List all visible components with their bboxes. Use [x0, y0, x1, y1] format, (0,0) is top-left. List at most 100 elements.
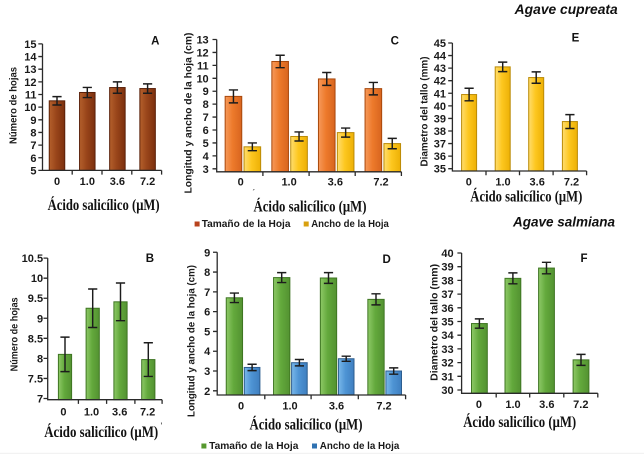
- svg-text:2: 2: [204, 386, 210, 398]
- svg-text:1.0: 1.0: [84, 407, 99, 419]
- svg-text:Número de hojas: Número de hojas: [9, 297, 21, 371]
- svg-text:7: 7: [37, 394, 43, 406]
- svg-text:Ancho de la Hoja: Ancho de la Hoja: [311, 218, 389, 230]
- svg-text:45: 45: [434, 38, 446, 50]
- svg-text:0: 0: [54, 176, 60, 188]
- svg-text:35: 35: [441, 317, 453, 329]
- svg-text:3.6: 3.6: [110, 176, 125, 188]
- svg-text:8: 8: [37, 353, 43, 365]
- svg-text:12: 12: [196, 47, 208, 59]
- svg-text:8: 8: [30, 127, 36, 139]
- svg-text:Número de hojas: Número de hojas: [7, 67, 19, 144]
- svg-text:4: 4: [203, 151, 210, 163]
- svg-text:Diametro del tallo (mm): Diametro del tallo (mm): [429, 264, 441, 381]
- svg-text:3.6: 3.6: [112, 407, 127, 419]
- svg-text:Agave salmiana: Agave salmiana: [512, 215, 615, 230]
- svg-text:C: C: [391, 35, 399, 47]
- svg-text:34: 34: [441, 330, 454, 342]
- svg-text:10.5: 10.5: [22, 253, 43, 265]
- svg-text:Ácido salicílico (μM): Ácido salicílico (μM): [48, 197, 160, 214]
- svg-text:7.2: 7.2: [573, 399, 588, 411]
- svg-text:7.2: 7.2: [376, 401, 391, 413]
- svg-text:9: 9: [30, 115, 36, 127]
- svg-text:42: 42: [434, 76, 446, 88]
- svg-text:1.0: 1.0: [281, 177, 296, 189]
- svg-text:7.5: 7.5: [28, 373, 43, 385]
- svg-text:D: D: [382, 254, 390, 266]
- svg-text:´: ´: [253, 188, 256, 198]
- svg-text:11: 11: [25, 90, 37, 102]
- svg-text:9: 9: [204, 247, 210, 259]
- svg-text:30: 30: [441, 385, 453, 397]
- svg-text:Ancho de la Hoja: Ancho de la Hoja: [320, 440, 400, 452]
- svg-text:39: 39: [434, 113, 446, 125]
- svg-text:0: 0: [238, 401, 244, 413]
- svg-text:31: 31: [441, 371, 453, 383]
- svg-text:Ácido salicílico (μM): Ácido salicílico (μM): [254, 199, 367, 216]
- svg-text:12: 12: [24, 77, 36, 89]
- svg-text:1.0: 1.0: [80, 176, 95, 188]
- svg-text:5: 5: [203, 138, 209, 150]
- svg-text:3.6: 3.6: [329, 401, 344, 413]
- svg-text:36: 36: [434, 151, 446, 163]
- svg-text:B: B: [146, 253, 154, 265]
- svg-text:7: 7: [203, 112, 209, 124]
- svg-text:7.2: 7.2: [564, 177, 579, 189]
- svg-text:3.6: 3.6: [328, 177, 343, 189]
- svg-text:39: 39: [441, 262, 453, 274]
- svg-text:4: 4: [204, 346, 211, 358]
- svg-text:44: 44: [434, 51, 447, 63]
- svg-text:37: 37: [441, 289, 453, 301]
- svg-text:36: 36: [441, 303, 453, 315]
- svg-text:38: 38: [441, 275, 453, 287]
- svg-text:Tamaño de la Hoja: Tamaño de la Hoja: [202, 218, 291, 230]
- svg-text:6: 6: [30, 153, 36, 165]
- svg-text:32: 32: [441, 358, 453, 370]
- svg-text:7: 7: [30, 140, 36, 152]
- svg-text:9: 9: [203, 86, 209, 98]
- svg-text:40: 40: [434, 101, 446, 113]
- svg-text:37: 37: [434, 139, 446, 151]
- svg-text:14: 14: [24, 52, 37, 64]
- svg-text:1.0: 1.0: [505, 399, 520, 411]
- svg-text:10: 10: [196, 73, 208, 85]
- svg-text:43: 43: [434, 63, 446, 75]
- svg-text:5: 5: [30, 165, 36, 177]
- svg-text:13: 13: [196, 35, 208, 47]
- svg-text:A: A: [151, 35, 159, 47]
- svg-text:Diametro del tallo (mm): Diametro del tallo (mm): [419, 57, 431, 167]
- svg-text:11: 11: [197, 60, 209, 72]
- svg-text:1.0: 1.0: [282, 401, 297, 413]
- svg-text:8: 8: [203, 99, 209, 111]
- svg-text:8: 8: [204, 267, 210, 279]
- svg-text:Ácido salicílico (μM): Ácido salicílico (μM): [463, 414, 576, 431]
- svg-text:Agave cupreata: Agave cupreata: [514, 2, 619, 17]
- svg-text:13: 13: [24, 64, 36, 76]
- svg-text:10: 10: [31, 273, 43, 285]
- svg-text:0: 0: [466, 177, 472, 189]
- svg-text:3: 3: [204, 366, 210, 378]
- svg-text:Longitud y ancho de la hoja (c: Longitud y ancho de la hoja (cm): [186, 265, 198, 417]
- svg-text:F: F: [580, 253, 587, 265]
- svg-text:38: 38: [434, 126, 446, 138]
- svg-text:0: 0: [476, 399, 482, 411]
- svg-text:Ácido salicílico (μM): Ácido salicílico (μM): [44, 424, 158, 441]
- svg-text:0: 0: [60, 407, 66, 419]
- svg-text:6: 6: [204, 307, 210, 319]
- svg-text:7: 7: [204, 287, 210, 299]
- svg-text:3: 3: [203, 164, 209, 176]
- svg-text:9.5: 9.5: [28, 293, 43, 305]
- svg-text:3.6: 3.6: [530, 177, 545, 189]
- svg-text:5: 5: [204, 326, 210, 338]
- svg-text:3.6: 3.6: [539, 399, 554, 411]
- svg-text:41: 41: [434, 88, 446, 100]
- svg-text:8.5: 8.5: [28, 333, 43, 345]
- svg-text:15: 15: [24, 39, 36, 51]
- svg-text:6: 6: [203, 125, 209, 137]
- svg-text:7.2: 7.2: [140, 407, 155, 419]
- svg-text:9: 9: [37, 313, 43, 325]
- svg-text:Ácido salicílico (μM): Ácido salicílico (μM): [250, 417, 363, 434]
- svg-text:0: 0: [238, 177, 244, 189]
- svg-text:': ': [161, 421, 163, 431]
- svg-text:10: 10: [24, 102, 36, 114]
